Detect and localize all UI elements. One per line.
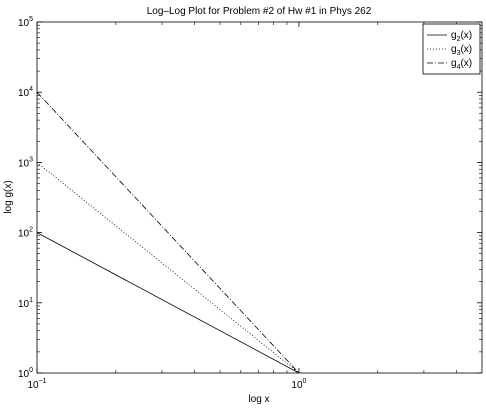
series-lines [36, 91, 300, 374]
legend-label: g4(x) [451, 58, 472, 71]
legend-label: g3(x) [451, 44, 472, 57]
x-axis-label: log x [248, 394, 269, 405]
x-tick-label: 100 [291, 378, 306, 391]
y-tick-label: 104 [18, 86, 33, 99]
plot-area [36, 21, 483, 374]
series-line-g3x [36, 162, 300, 374]
y-axis-label: log g(x) [3, 180, 14, 213]
y-tick-label: 102 [18, 227, 33, 240]
y-tick-label: 101 [18, 297, 33, 310]
chart-title: Log–Log Plot for Problem #2 of Hw #1 in … [147, 6, 372, 17]
y-tick-label: 105 [18, 16, 33, 29]
series-line-g2x [36, 232, 300, 374]
y-tick-label: 100 [18, 367, 33, 380]
legend: g2(x)g3(x)g4(x) [422, 23, 481, 75]
legend-label: g2(x) [451, 30, 472, 43]
legend-box [422, 23, 481, 75]
series-line-g4x [36, 91, 300, 374]
x-tick-label: 10−1 [27, 378, 46, 391]
y-tick-label: 103 [18, 156, 33, 169]
